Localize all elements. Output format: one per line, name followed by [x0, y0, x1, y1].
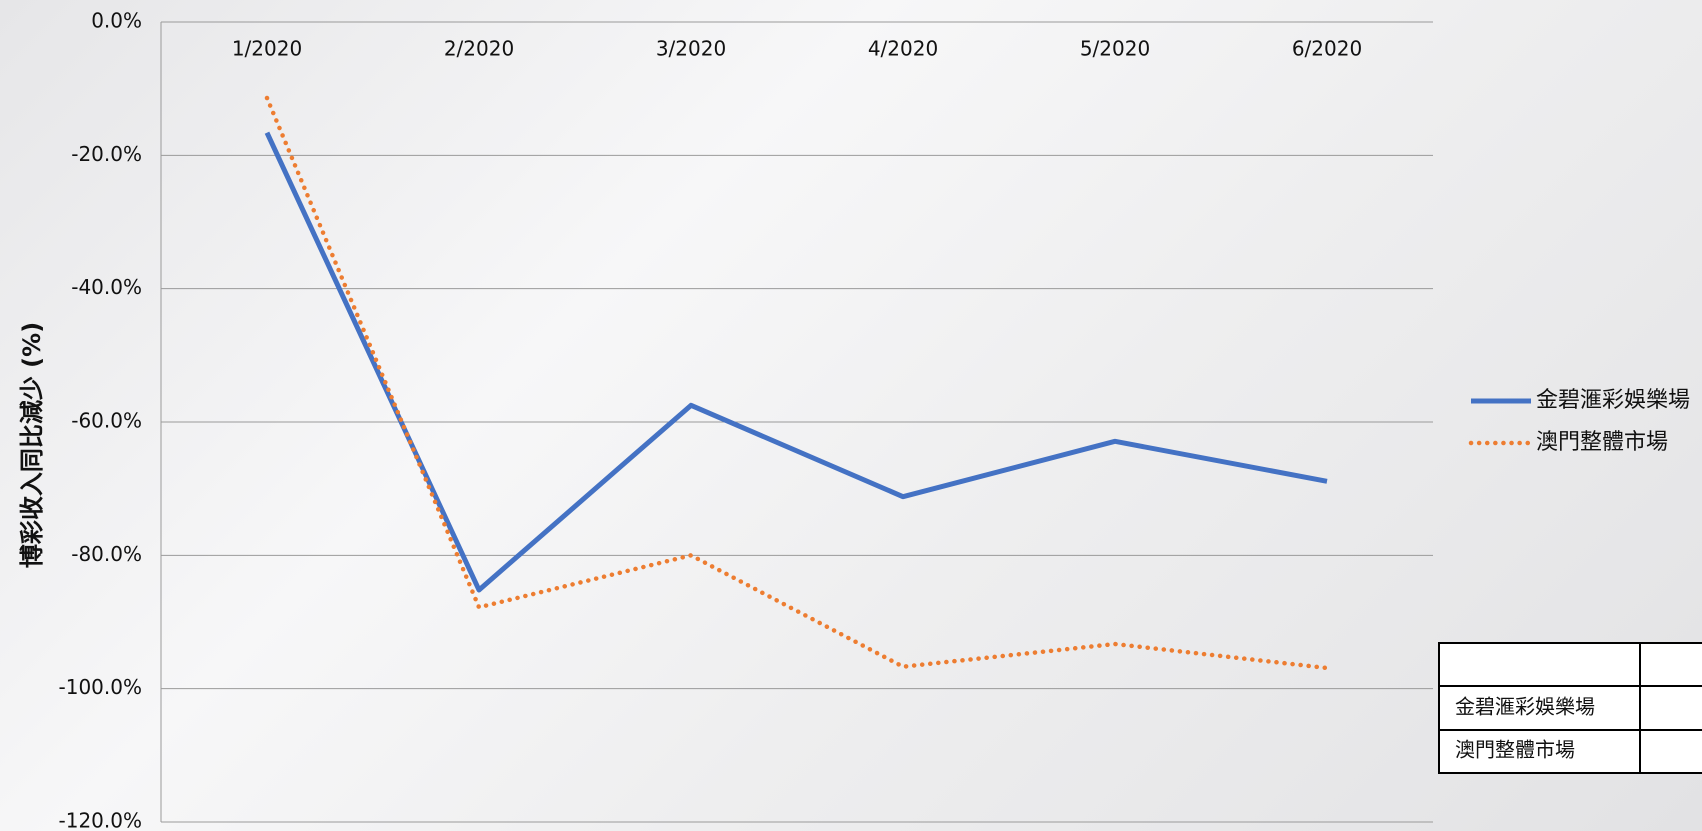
x-tick-label: 3/2020 — [656, 37, 726, 61]
x-tick-label: 4/2020 — [868, 37, 938, 61]
data-table: 金碧滙彩娛樂場 澳門整體市場 — [1439, 643, 1702, 773]
x-tick-label: 6/2020 — [1292, 37, 1362, 61]
table-row-label: 金碧滙彩娛樂場 — [1455, 695, 1595, 719]
y-tick-label: -20.0% — [71, 142, 142, 166]
series-line — [267, 133, 1327, 590]
x-tick-label: 5/2020 — [1080, 37, 1150, 61]
series-line — [267, 98, 1327, 668]
y-tick-label: -100.0% — [59, 675, 142, 699]
x-tick-label: 1/2020 — [232, 37, 302, 61]
y-tick-label: -80.0% — [71, 542, 142, 566]
y-axis-label: 博彩收入同比減少 (%) — [18, 322, 46, 568]
legend-label: 澳門整體市場 — [1536, 430, 1668, 455]
page: 博彩收入同比減少 (%) 金碧滙彩娛樂場 澳門整體市場 0.0% -20.0% -4… — [0, 0, 1702, 831]
x-tick-label: 2/2020 — [444, 37, 514, 61]
table-row-label: 澳門整體市場 — [1455, 738, 1575, 762]
y-tick-label: -60.0% — [71, 409, 142, 433]
y-tick-label: -40.0% — [71, 275, 142, 299]
legend-label: 金碧滙彩娛樂場 — [1536, 388, 1690, 413]
chart: 博彩收入同比減少 (%) 金碧滙彩娛樂場 澳門整體市場 0.0% -20.0% -4… — [0, 0, 1702, 831]
y-tick-label: 0.0% — [91, 9, 142, 33]
y-tick-label: -120.0% — [59, 809, 142, 831]
